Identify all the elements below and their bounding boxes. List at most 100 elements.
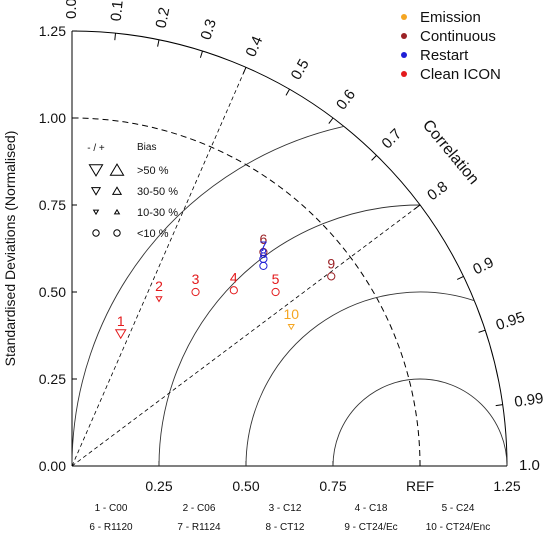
point-label: 4 xyxy=(230,269,238,285)
key-entry: 10 - CT24/Enc xyxy=(426,522,490,533)
corr-tick-label: 0.4 xyxy=(243,34,267,60)
legend-dot xyxy=(401,71,407,77)
corr-tick-mark xyxy=(157,39,160,47)
key-entry: 4 - C18 xyxy=(355,503,388,514)
corr-tick-label: 0.95 xyxy=(494,309,527,334)
corr-radial-line xyxy=(71,204,421,467)
corr-tick-label: 0.0 xyxy=(63,0,80,19)
corr-tick-mark xyxy=(242,67,247,74)
point-marker xyxy=(271,287,280,297)
x-tick-label: 0.75 xyxy=(319,478,346,494)
bias-label: 10-30 % xyxy=(137,207,178,219)
corr-tick-label: 0.6 xyxy=(333,86,359,113)
bias-marker-minus xyxy=(92,229,100,237)
corr-radial-line xyxy=(71,67,247,467)
point-label: 6 xyxy=(260,231,268,247)
corr-tick-mark xyxy=(328,117,334,124)
corr-tick-label: 0.9 xyxy=(470,254,496,278)
legend-label: Emission xyxy=(420,9,481,26)
corr-tick-mark xyxy=(371,154,377,161)
axes-frame: 0.000.250.500.751.001.250.25 0.50 0.75 1.25… xyxy=(2,23,521,494)
point-marker xyxy=(155,296,163,303)
bias-marker-plus xyxy=(113,208,121,215)
corr-tick-mark xyxy=(495,404,503,407)
point-label: 3 xyxy=(192,271,200,287)
experiment-key: 1 - C00 2 - C06 3 - C12 4 - C18 5 - C24 6 - R… xyxy=(89,503,490,533)
legend-label: Restart xyxy=(420,47,469,64)
bias-label: >50 % xyxy=(137,165,169,177)
corr-tick-label: 0.2 xyxy=(153,6,174,30)
corr-tick-mark xyxy=(414,204,421,210)
legend-dot xyxy=(401,14,407,20)
bias-label: <10 % xyxy=(137,228,169,240)
point-marker xyxy=(114,329,127,340)
bias-marker-minus xyxy=(90,187,102,196)
corr-tick-label: 0.1 xyxy=(108,0,127,22)
rms-arc xyxy=(71,125,344,467)
y-tick-label: 1.00 xyxy=(39,110,66,126)
data-points: 1 2 3 4 5 678 9 10 xyxy=(114,231,336,340)
corr-tick-label: 0.3 xyxy=(197,17,219,42)
rms-arc xyxy=(158,204,421,467)
point-label: 5 xyxy=(272,271,280,287)
point-label: 10 xyxy=(283,306,299,322)
corr-tick-mark xyxy=(114,33,116,41)
y-tick-label: 1.25 xyxy=(39,23,66,39)
y-axis-label: Standardised Deviations (Normalised) xyxy=(2,131,18,367)
point-marker xyxy=(191,287,200,297)
legend-dot xyxy=(401,52,407,58)
corr-tick-mark xyxy=(478,329,486,333)
bias-header: Bias xyxy=(137,142,156,153)
point-label: 7 xyxy=(260,238,268,254)
point-marker xyxy=(287,324,295,331)
rms-arc xyxy=(332,378,508,467)
point-label: 8 xyxy=(260,245,268,261)
corr-tick-mark xyxy=(199,50,203,58)
corr-tick-label: 0.8 xyxy=(424,178,451,204)
bias-marker-plus xyxy=(113,229,121,237)
y-tick-label: 0.75 xyxy=(39,197,66,213)
y-tick-label: 0.25 xyxy=(39,371,66,387)
legend-dot xyxy=(401,33,407,39)
x-tick-label: 0.50 xyxy=(232,478,259,494)
key-entry: 6 - R1120 xyxy=(89,522,133,533)
point-marker xyxy=(327,272,336,281)
rms-arc xyxy=(245,291,475,467)
corr-tick-mark xyxy=(456,275,464,280)
bias-marker-plus xyxy=(109,163,125,176)
bias-signs: - / + xyxy=(87,143,105,154)
legend-label: Clean ICON xyxy=(420,66,501,83)
outer-arc xyxy=(71,30,508,467)
ref-std-arc xyxy=(71,117,421,467)
y-tick-label: 0.50 xyxy=(39,284,66,300)
key-entry: 1 - C00 xyxy=(95,503,128,514)
corr-tick-mark xyxy=(285,89,290,96)
point-label: 9 xyxy=(327,255,335,271)
point-marker xyxy=(229,286,238,295)
key-entry: 3 - C12 xyxy=(269,503,302,514)
key-entry: 7 - R1124 xyxy=(177,522,221,533)
bias-label: 30-50 % xyxy=(137,186,178,198)
correlation-title: Correlation xyxy=(419,117,482,188)
corr-tick-label: 0.7 xyxy=(378,126,405,153)
bias-marker-minus xyxy=(88,164,104,177)
x-tick-label: 0.25 xyxy=(145,478,172,494)
key-entry: 9 - CT24/Ec xyxy=(344,522,397,533)
point-marker xyxy=(259,261,268,270)
point-label: 1 xyxy=(117,313,125,329)
bias-marker-plus xyxy=(111,186,123,195)
key-entry: 5 - C24 xyxy=(442,503,475,514)
legend: Emission Continuous Restart Clean ICON xyxy=(401,9,501,83)
y-tick-label: 0.00 xyxy=(39,458,66,474)
bias-marker-minus xyxy=(92,209,100,216)
ref-label: REF xyxy=(406,478,434,494)
bias-legend: - / + Bias >50 % 30-50 % 10-30 % <10 % xyxy=(87,142,178,240)
legend-label: Continuous xyxy=(420,28,496,45)
corr-tick-label: 0.5 xyxy=(288,56,313,83)
corr-tick-label: 0.99 xyxy=(513,390,543,411)
point-label: 2 xyxy=(155,278,163,294)
rms-arcs xyxy=(71,67,508,467)
x-tick-label: 1.25 xyxy=(493,478,520,494)
corr-tick-label: 1.0 xyxy=(519,457,540,474)
